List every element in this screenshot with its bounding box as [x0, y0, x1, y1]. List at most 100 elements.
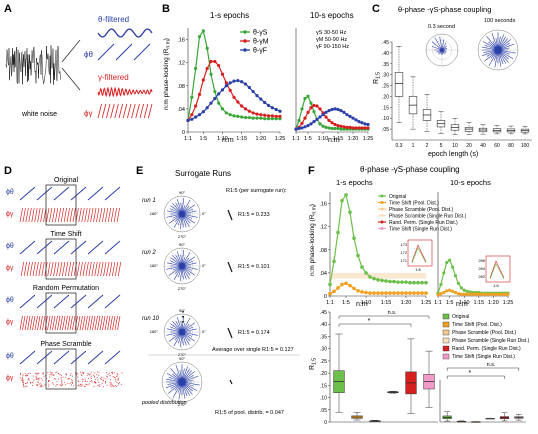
- d-scrambled-dot: [101, 376, 103, 378]
- d-scrambled-dot: [105, 382, 107, 384]
- series-point: [392, 279, 396, 284]
- d-gamma-ramp: [29, 315, 33, 331]
- x-tick-label: 1:5: [446, 300, 454, 306]
- arrow-theta: [61, 39, 81, 63]
- d-scrambled-dot: [39, 383, 41, 385]
- x-tick-label: 1:25: [503, 300, 514, 306]
- e-run-label: run 2: [142, 250, 156, 256]
- d-scrambled-dot: [26, 381, 28, 383]
- d-gamma-ramp: [93, 207, 97, 223]
- d-gamma-ramp: [62, 315, 66, 331]
- d-scrambled-dot: [112, 373, 114, 375]
- d-scrambled-dot: [83, 372, 85, 374]
- e-pooled-vector: [229, 379, 233, 385]
- series-point: [205, 106, 209, 110]
- d-scrambled-dot: [32, 375, 34, 377]
- d-highlight-box: [45, 238, 77, 280]
- f-ylabel: n:m phase-locking (Rn:m): [309, 204, 318, 276]
- d-phi-gamma: ϕγ: [6, 375, 14, 382]
- x-tick-label: 1:20: [255, 136, 266, 142]
- d-phi-theta: ϕθ: [6, 353, 14, 360]
- series-point: [197, 35, 202, 39]
- d-gamma-ramp: [57, 315, 61, 331]
- d-phi-theta: ϕθ: [6, 243, 14, 250]
- d-scrambled-dot: [35, 376, 37, 378]
- d-scrambled-dot: [40, 385, 42, 387]
- band-label: γS 30-50 Hz: [316, 30, 347, 36]
- gamma-phase-ramp: [101, 103, 107, 119]
- d-scrambled-dot: [102, 380, 104, 382]
- e-mean-vector: [227, 261, 233, 273]
- d-theta-ramp: [19, 294, 36, 309]
- d-scrambled-dot: [71, 380, 73, 382]
- series-point: [328, 282, 332, 287]
- legend-marker: [380, 220, 384, 224]
- d-scrambled-dot: [34, 372, 36, 374]
- legend-marker: [243, 30, 247, 34]
- d-scrambled-dot: [113, 385, 115, 387]
- series-point: [297, 118, 301, 123]
- series-point: [333, 107, 337, 111]
- series-point: [483, 292, 487, 296]
- series-point: [336, 124, 340, 128]
- box-legend-label: Phase Scramble (Pool. Dist.): [452, 330, 517, 336]
- d-scrambled-dot: [106, 372, 108, 374]
- series-point: [336, 107, 340, 112]
- d-scrambled-dot: [109, 381, 111, 383]
- d-scrambled-dot: [61, 380, 63, 382]
- y-tick-label: .15: [320, 383, 327, 389]
- series-point: [266, 114, 271, 118]
- d-scrambled-dot: [93, 375, 95, 377]
- c-xlabel: epoch length (s): [428, 151, 478, 158]
- series-point: [321, 124, 325, 128]
- gamma-phase-ramp: [118, 103, 123, 119]
- c-polar-right-label: 100 seconds: [484, 18, 515, 24]
- d-gamma-ramp: [49, 315, 53, 331]
- d-scrambled-dot: [23, 384, 25, 386]
- d-gamma-ramp: [35, 261, 39, 277]
- d-gamma-ramp: [104, 315, 108, 331]
- panel-label-c: C: [372, 3, 380, 15]
- e-run-label: run 10: [142, 316, 160, 322]
- svg-text:R1:5: R1:5: [373, 72, 382, 84]
- d-scrambled-dot: [56, 371, 58, 373]
- d-scrambled-dot: [71, 381, 73, 383]
- d-scrambled-dot: [107, 376, 109, 378]
- series-point: [380, 291, 384, 295]
- series-point: [197, 92, 202, 97]
- series-point: [448, 258, 452, 262]
- series-point: [333, 122, 337, 127]
- d-scrambled-dot: [55, 385, 57, 387]
- series-point: [300, 107, 304, 111]
- series-point: [217, 101, 221, 105]
- d-scrambled-dot: [100, 378, 102, 380]
- series-point: [468, 292, 472, 296]
- series-point: [477, 292, 481, 296]
- d-gamma-ramp: [91, 261, 95, 277]
- series-point: [321, 113, 325, 117]
- x-tick-label: 1:10: [459, 300, 470, 306]
- d-theta-ramp: [53, 350, 70, 365]
- series-point: [330, 121, 334, 125]
- x-tick-label: 20: [466, 143, 472, 149]
- series-point: [351, 126, 355, 130]
- series-point: [318, 115, 322, 119]
- series-point: [445, 289, 449, 293]
- series-point: [270, 106, 274, 110]
- series-point: [209, 72, 213, 76]
- box-legend-label: Time Shift (Single Run Dist.): [452, 354, 515, 360]
- series-point: [220, 72, 225, 76]
- d-gamma-ramp: [41, 261, 45, 277]
- box-body: [394, 72, 404, 97]
- series-point: [342, 127, 346, 131]
- y-tick-label: .20: [382, 94, 389, 100]
- d-gamma-ramp: [66, 207, 70, 223]
- d-gamma-ramp: [110, 207, 115, 223]
- y-tick-label: .12: [319, 225, 327, 231]
- series-point: [388, 291, 392, 295]
- d-scrambled-dot: [99, 383, 101, 385]
- d-scrambled-dot: [22, 375, 24, 377]
- d-scrambled-dot: [95, 378, 97, 380]
